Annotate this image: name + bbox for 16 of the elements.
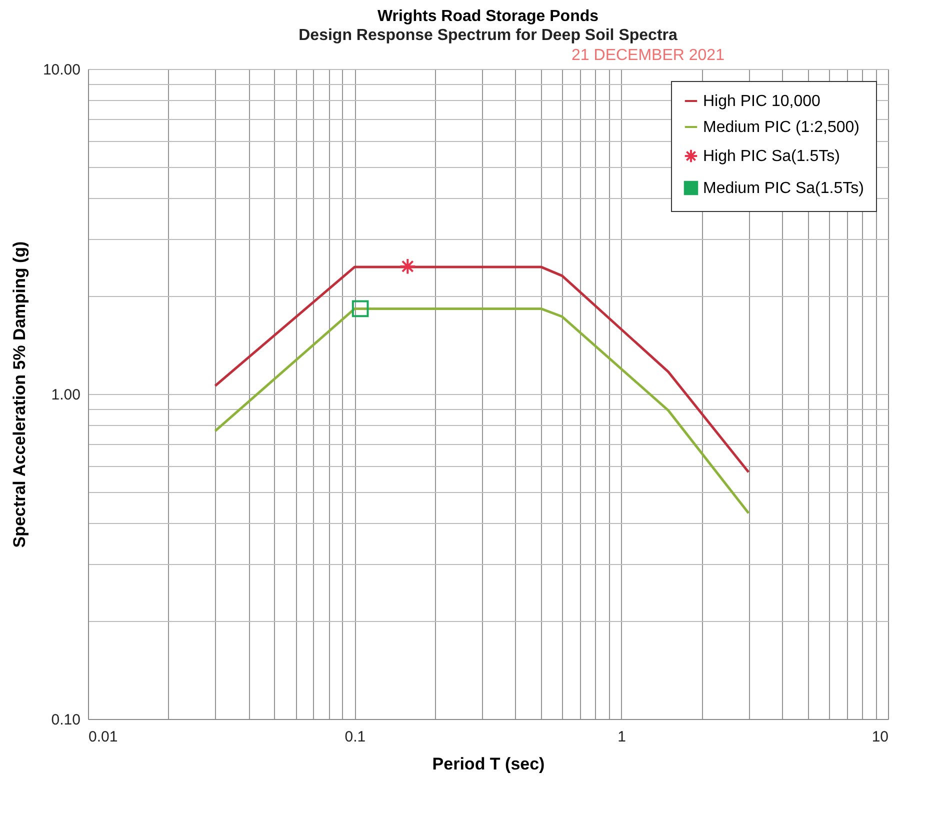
legend-label: Medium PIC (1:2,500): [703, 119, 860, 136]
x-tick-label: 10: [872, 728, 888, 746]
legend-label: High PIC 10,000: [703, 93, 821, 110]
x-tick-label: 0.01: [88, 728, 118, 746]
x-tick-label: 1: [618, 728, 626, 746]
chart-title: Wrights Road Storage Ponds: [377, 8, 599, 25]
x-axis-title: Period T (sec): [432, 754, 545, 774]
legend-label: High PIC Sa(1.5Ts): [703, 148, 840, 165]
y-tick-label: 0.10: [51, 712, 80, 728]
y-tick-label: 1.00: [51, 386, 80, 404]
text: 21 DECEMBER 2021: [572, 47, 725, 64]
y-axis-title: Spectral Acceleration 5% Damping (g): [10, 241, 29, 548]
legend-label: Medium PIC Sa(1.5Ts): [703, 180, 864, 197]
chart-subtitle: Design Response Spectrum for Deep Soil Spectra: [298, 27, 678, 44]
x-tick-label: 0.1: [344, 728, 366, 746]
y-tick-label: 10.00: [42, 62, 80, 78]
